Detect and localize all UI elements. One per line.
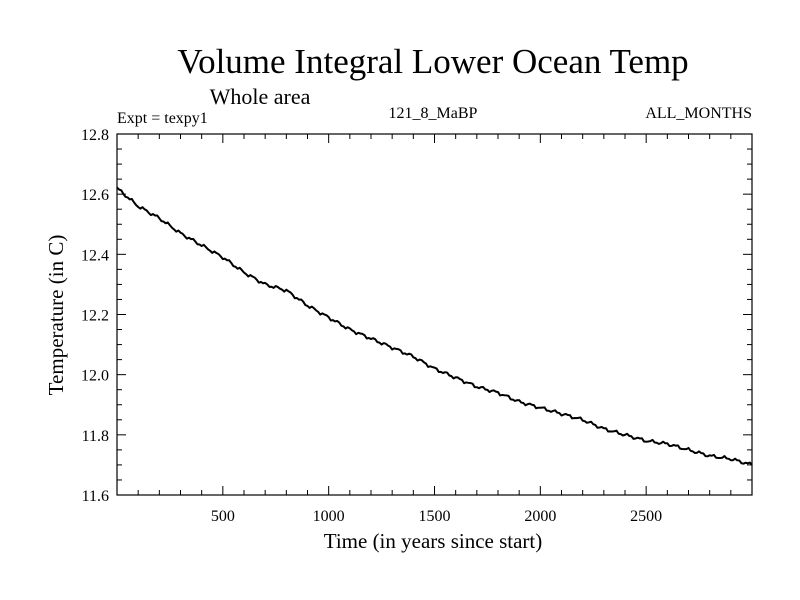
y-tick-label: 12.6: [81, 187, 109, 204]
months-label: ALL_MONTHS: [645, 105, 752, 122]
experiment-label: Expt = texpy1: [117, 110, 208, 127]
x-tick-label: 1000: [313, 508, 345, 525]
x-tick-label: 1500: [419, 508, 451, 525]
x-axis-label: Time (in years since start): [324, 529, 543, 553]
y-axis-label: Temperature (in C): [44, 235, 68, 396]
y-axis: 11.6 11.8 12.0 12.2 12.4 12.6 12.8: [81, 127, 752, 505]
y-tick-label: 11.6: [82, 488, 109, 505]
y-tick-label: 12.2: [81, 308, 109, 325]
x-tick-label: 2000: [524, 508, 556, 525]
y-tick-label: 12.0: [81, 368, 109, 385]
chart-subtitle: Whole area: [210, 84, 311, 109]
y-tick-label: 11.8: [82, 428, 109, 445]
y-tick-label: 12.8: [81, 127, 109, 144]
x-tick-label: 500: [211, 508, 235, 525]
chart-title: Volume Integral Lower Ocean Temp: [177, 42, 688, 81]
x-tick-label: 2500: [630, 508, 662, 525]
series-layer: [116, 186, 753, 466]
x-axis: 500 1000 1500 2000 2500: [137, 134, 732, 525]
series-line: [116, 186, 753, 466]
y-tick-label: 12.4: [81, 247, 109, 264]
period-label: 121_8_MaBP: [389, 105, 478, 122]
